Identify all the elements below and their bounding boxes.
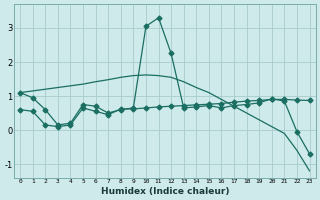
X-axis label: Humidex (Indice chaleur): Humidex (Indice chaleur) xyxy=(100,187,229,196)
